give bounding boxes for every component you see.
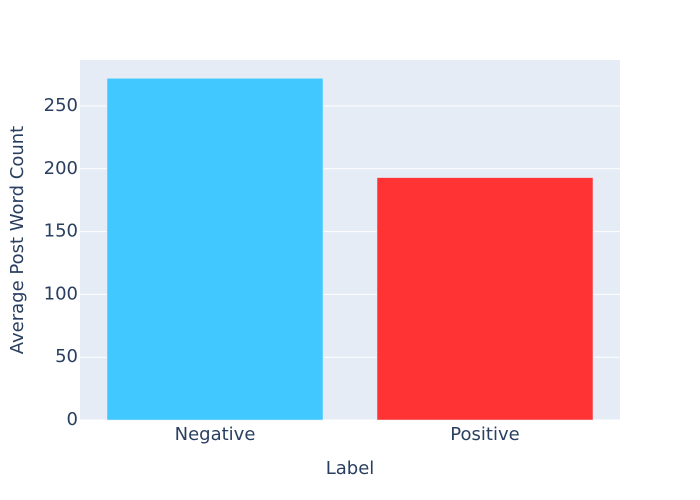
y-tick-label: 50 xyxy=(55,346,78,367)
y-tick-label: 0 xyxy=(67,409,78,430)
y-tick-label: 250 xyxy=(44,95,78,116)
y-axis-title: Average Post Word Count xyxy=(7,126,28,354)
y-tick-label: 100 xyxy=(44,283,78,304)
x-tick-label: Negative xyxy=(175,424,256,445)
y-tick-label: 150 xyxy=(44,221,78,242)
bar xyxy=(376,177,594,421)
x-tick-label: Positive xyxy=(450,424,519,445)
x-axis-title: Label xyxy=(326,458,375,479)
bar xyxy=(106,78,324,421)
y-tick-label: 200 xyxy=(44,158,78,179)
